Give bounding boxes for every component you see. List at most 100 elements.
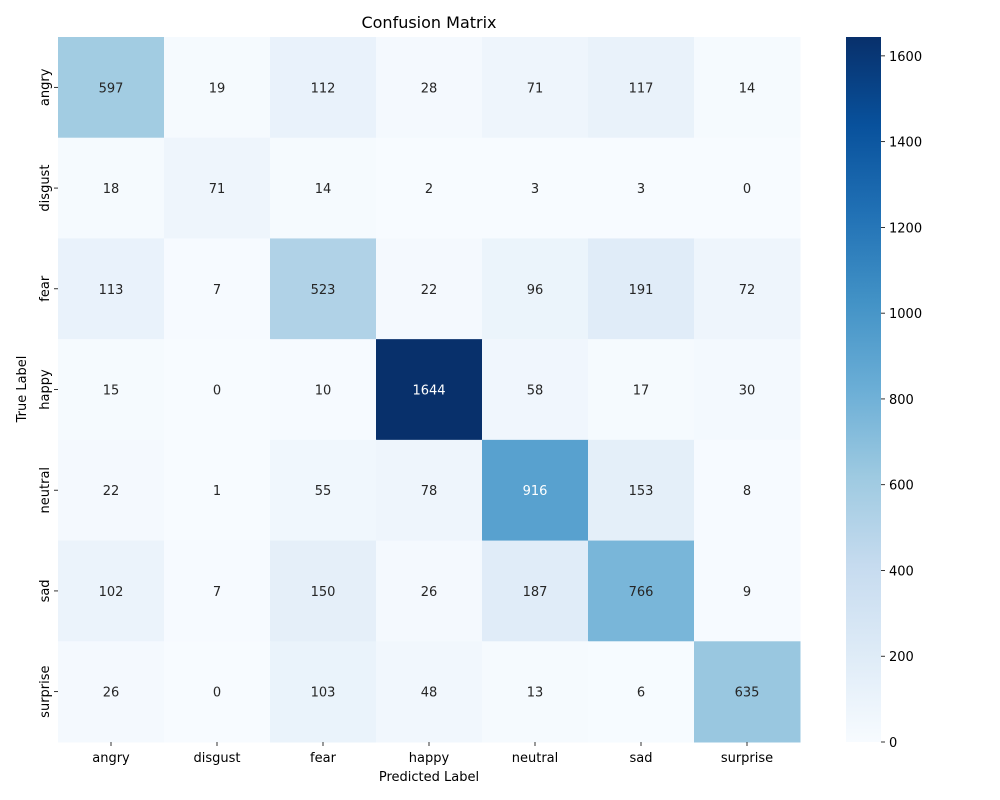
cell-value-label: 103 xyxy=(311,686,336,701)
colorbar-tick-label: 1200 xyxy=(889,221,922,236)
x-axis-label: Predicted Label xyxy=(379,770,479,785)
heatmap-cell xyxy=(270,540,377,642)
cell-value-label: 597 xyxy=(99,81,124,96)
cell-value-label: 9 xyxy=(743,585,751,600)
cell-value-label: 3 xyxy=(637,182,645,197)
heatmap-cell xyxy=(164,439,271,542)
colorbar-tick-label: 200 xyxy=(889,650,914,665)
cell-value-label: 17 xyxy=(633,384,650,399)
cell-value-label: 30 xyxy=(739,384,756,399)
cell-value-label: 6 xyxy=(637,686,645,701)
cell-value-label: 8 xyxy=(743,484,751,499)
cell-value-label: 58 xyxy=(527,384,544,399)
heatmap-cell xyxy=(588,439,695,542)
cell-value-label: 117 xyxy=(629,81,654,96)
heatmap-cell xyxy=(482,37,589,139)
heatmap-cell xyxy=(164,540,271,642)
cell-value-label: 10 xyxy=(315,384,332,399)
heatmap-cell xyxy=(482,439,589,542)
cell-value-label: 78 xyxy=(421,484,438,499)
cell-value-label: 916 xyxy=(523,484,548,499)
cell-value-label: 635 xyxy=(735,686,760,701)
cell-value-label: 1644 xyxy=(412,384,445,399)
cell-value-label: 22 xyxy=(421,283,438,298)
colorbar-tick-label: 1400 xyxy=(889,136,922,151)
colorbar-ticks: 0 200 400 600 800 1000 1200 1400 1600 xyxy=(881,50,922,751)
cell-value-label: 113 xyxy=(99,283,124,298)
heatmap-cell xyxy=(376,238,483,340)
colorbar-tick-label: 1000 xyxy=(889,307,922,322)
x-tick-label: disgust xyxy=(194,751,241,766)
x-tick-label: happy xyxy=(409,751,450,766)
cell-value-label: 15 xyxy=(103,384,120,399)
x-tick-label: sad xyxy=(630,751,653,766)
cell-value-label: 96 xyxy=(527,283,544,298)
cell-value-label: 191 xyxy=(629,283,654,298)
y-tick-label: disgust xyxy=(38,165,53,212)
cell-value-label: 72 xyxy=(739,283,756,298)
heatmap-cell xyxy=(376,439,483,542)
heatmap-cell xyxy=(58,238,165,340)
cell-value-label: 0 xyxy=(213,384,221,399)
heatmap-cell xyxy=(58,137,165,239)
colorbar-tick-label: 800 xyxy=(889,393,914,408)
cell-value-label: 26 xyxy=(421,585,438,600)
heatmap-cell xyxy=(694,37,801,139)
y-tick-label: surprise xyxy=(38,665,53,717)
cell-value-label: 22 xyxy=(103,484,120,499)
heatmap-cell xyxy=(588,37,695,139)
heatmap-cell xyxy=(58,641,165,743)
cell-value-label: 71 xyxy=(527,81,544,96)
heatmap-cell xyxy=(694,439,801,542)
cell-value-label: 150 xyxy=(311,585,336,600)
heatmap-cell xyxy=(164,238,271,340)
cell-value-label: 523 xyxy=(311,283,336,298)
heatmap-cell xyxy=(482,641,589,743)
heatmap-cell xyxy=(588,339,695,441)
cell-value-label: 1 xyxy=(213,484,221,499)
heatmap-cell xyxy=(376,339,483,441)
colorbar-tick-label: 600 xyxy=(889,479,914,494)
cell-value-label: 48 xyxy=(421,686,438,701)
cell-value-label: 26 xyxy=(103,686,120,701)
heatmap-cell xyxy=(164,137,271,239)
cell-value-label: 3 xyxy=(531,182,539,197)
heatmap-cell xyxy=(482,137,589,239)
heatmap-cell xyxy=(58,339,165,441)
cell-value-label: 28 xyxy=(421,81,438,96)
heatmap-cell xyxy=(164,339,271,441)
heatmap-cell xyxy=(270,641,377,743)
heatmap-cell xyxy=(376,137,483,239)
cell-value-label: 0 xyxy=(213,686,221,701)
heatmap-cell xyxy=(270,238,377,340)
heatmap-cell xyxy=(270,137,377,239)
heatmap-cell xyxy=(376,641,483,743)
heatmap-cell xyxy=(164,37,271,139)
heatmap-cell xyxy=(270,439,377,542)
cell-value-label: 7 xyxy=(213,585,221,600)
heatmap-cell xyxy=(376,37,483,139)
cell-value-label: 55 xyxy=(315,484,332,499)
y-tick-label: happy xyxy=(38,369,53,410)
cell-value-label: 14 xyxy=(315,182,332,197)
heatmap-cell xyxy=(694,339,801,441)
x-axis-ticks: angry disgust fear happy neutral sad surprise xyxy=(92,742,773,766)
heatmap-cell xyxy=(376,540,483,642)
y-axis-label: True Label xyxy=(15,356,30,424)
chart-title: Confusion Matrix xyxy=(361,13,496,32)
x-tick-label: neutral xyxy=(512,751,559,766)
cell-value-label: 13 xyxy=(527,686,544,701)
heatmap-cell xyxy=(694,137,801,239)
heatmap-cell xyxy=(270,339,377,441)
cell-value-label: 766 xyxy=(629,585,654,600)
heatmap-cell xyxy=(588,137,695,239)
x-tick-label: angry xyxy=(92,751,130,766)
heatmap-cell xyxy=(588,238,695,340)
y-tick-label: angry xyxy=(38,68,53,106)
heatmap-cell xyxy=(694,641,801,743)
heatmap-cell xyxy=(58,439,165,542)
cell-value-label: 71 xyxy=(209,182,226,197)
colorbar-tick-label: 400 xyxy=(889,564,914,579)
